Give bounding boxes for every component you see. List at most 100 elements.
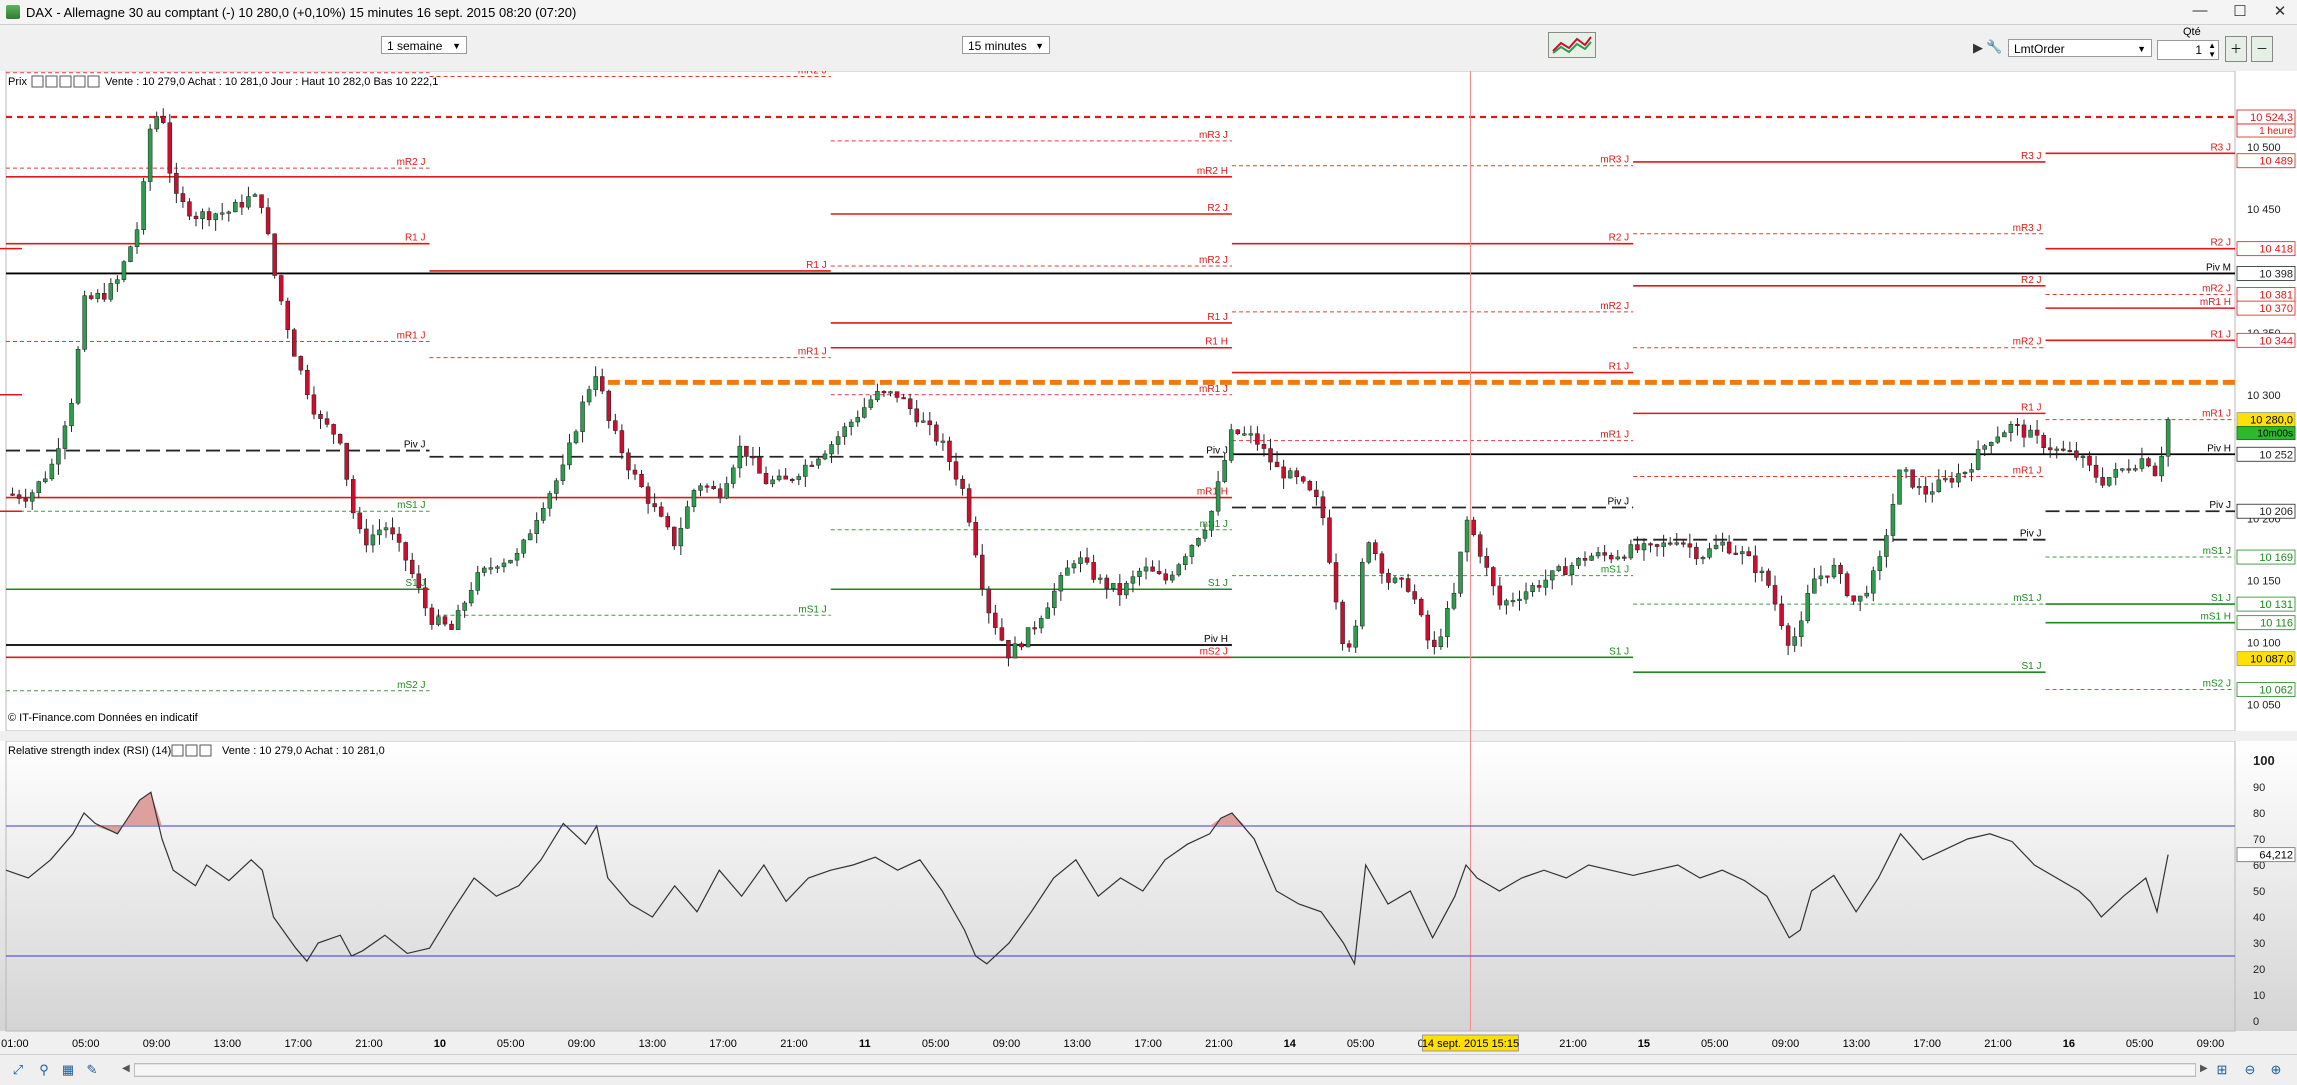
level-label: mR2 H [1197,166,1228,177]
play-icon[interactable]: ▶ [1973,40,1983,55]
candle-down [717,488,723,499]
time-axis-day-label: 16 [2063,1038,2075,1050]
candle-up [1052,590,1057,609]
window-icon[interactable] [185,744,198,757]
candle-down [305,369,310,396]
cursor-date-label: 14 sept. 2015 15:15 [1422,1038,1519,1050]
candle-up [737,445,743,469]
candle-down [927,420,933,426]
order-type-select[interactable]: LmtOrder ▼ [2008,39,2152,57]
candle-up [370,534,376,546]
stepper-arrows-icon[interactable]: ▲ ▼ [2208,41,2216,59]
draw-icon[interactable]: ✎ [86,1062,98,1077]
candle-down [1294,470,1299,478]
level-label: S1 J [405,578,425,589]
level-label: R1 H [1205,337,1228,348]
window-icon[interactable] [45,75,58,88]
candle-down [2067,450,2073,453]
price-axis-tick: 10 500 [2247,142,2281,154]
scroll-left-icon[interactable]: ◀ [122,1063,130,1074]
minimize-icon[interactable]: — [2192,2,2208,19]
candle-down [292,329,297,357]
level-label: mR2 J [798,71,827,77]
rsi-axis-tick: 40 [2253,912,2265,924]
scroll-right-icon[interactable]: ▶ [2200,1063,2208,1074]
candle-down [1425,614,1431,641]
candle-up [1576,558,1581,566]
time-scrollbar[interactable] [134,1063,2196,1077]
close-icon[interactable] [59,75,72,88]
candle-up [1228,429,1234,461]
wrench-icon[interactable]: 🔧 [1986,39,2003,54]
candle-down [1117,583,1123,596]
candle-up [803,464,808,477]
candle-up [1209,510,1214,531]
candle-up [862,407,867,418]
candle-down [1399,577,1404,580]
chart-area[interactable]: Prix Vente : 10 279,0 Achat : 10 281,0 Jo… [0,71,2297,1054]
candle-down [789,479,795,482]
down-icon[interactable] [73,75,86,88]
candle-up [1202,529,1208,539]
sell-button[interactable]: － [2251,36,2273,62]
maximize-icon[interactable]: ☐ [2233,3,2247,20]
candle-up [868,399,874,408]
candles [10,108,2171,667]
grid-icon[interactable]: ▦ [61,1062,75,1077]
zoom-select-icon[interactable]: ⊞ [2216,1062,2228,1077]
qty-stepper[interactable]: 1 ▲ ▼ [2157,40,2219,60]
candle-down [1019,643,1024,648]
wrench-icon[interactable] [171,744,184,757]
candle-down [1654,544,1660,547]
candle-down [704,485,710,488]
chart-trade-button[interactable] [1548,32,1596,58]
magnify-icon[interactable]: ⚲ [39,1062,49,1077]
level-label: mR2 J [1199,255,1228,266]
rsi-axis-tick: 10 [2253,990,2265,1002]
zoom-out-icon[interactable]: ⊖ [2244,1062,2256,1077]
candle-up [36,481,42,493]
candle-up [2159,455,2164,477]
candle-up [108,283,114,300]
candle-down [1320,496,1326,519]
candle-up [226,211,232,214]
candle-up [1805,593,1811,622]
level-label: R1 J [405,233,426,244]
candle-up [1897,469,1902,505]
level-label: mR1 J [798,347,827,358]
rsi-panel-title: Relative strength index (RSI) (14) [8,745,171,757]
candle-up [1025,627,1031,648]
candle-up [147,128,153,182]
price-panel-bg [0,71,2297,731]
candle-down [187,201,192,217]
interval-select[interactable]: 15 minutes ▼ [962,36,1050,54]
level-label: mR2 J [2013,337,2042,348]
candle-up [1831,564,1837,578]
candle-up [1438,636,1444,647]
candle-down [1746,551,1752,557]
scrollbar-thumb[interactable] [135,1065,2195,1075]
zoom-in-icon[interactable]: ⊕ [2270,1062,2282,1077]
timer-tag-label: 10m00s [2257,429,2293,440]
buy-button[interactable]: ＋ [2225,36,2247,62]
candle-down [1851,595,1856,602]
candle-down [1602,552,1607,556]
time-axis-label: 21:00 [1559,1038,1587,1050]
period-select[interactable]: 1 semaine ▼ [381,36,467,54]
level-label: mS1 J [397,500,425,511]
candle-up [2106,477,2112,486]
candle-up [547,493,553,509]
candle-up [1930,491,1935,495]
up-icon[interactable] [87,75,100,88]
close-icon[interactable] [199,744,212,757]
candle-down [1032,627,1037,630]
candle-up [1713,544,1719,549]
cursor-date-badge [1421,1034,1519,1052]
close-icon[interactable]: ✕ [2273,3,2287,20]
candle-down [1753,555,1758,573]
candle-up [1975,449,1981,470]
candle-up [383,527,389,531]
wrench-icon[interactable] [31,75,44,88]
zoom-fit-icon[interactable]: ⤢ [12,1062,24,1077]
candle-down [966,488,972,523]
